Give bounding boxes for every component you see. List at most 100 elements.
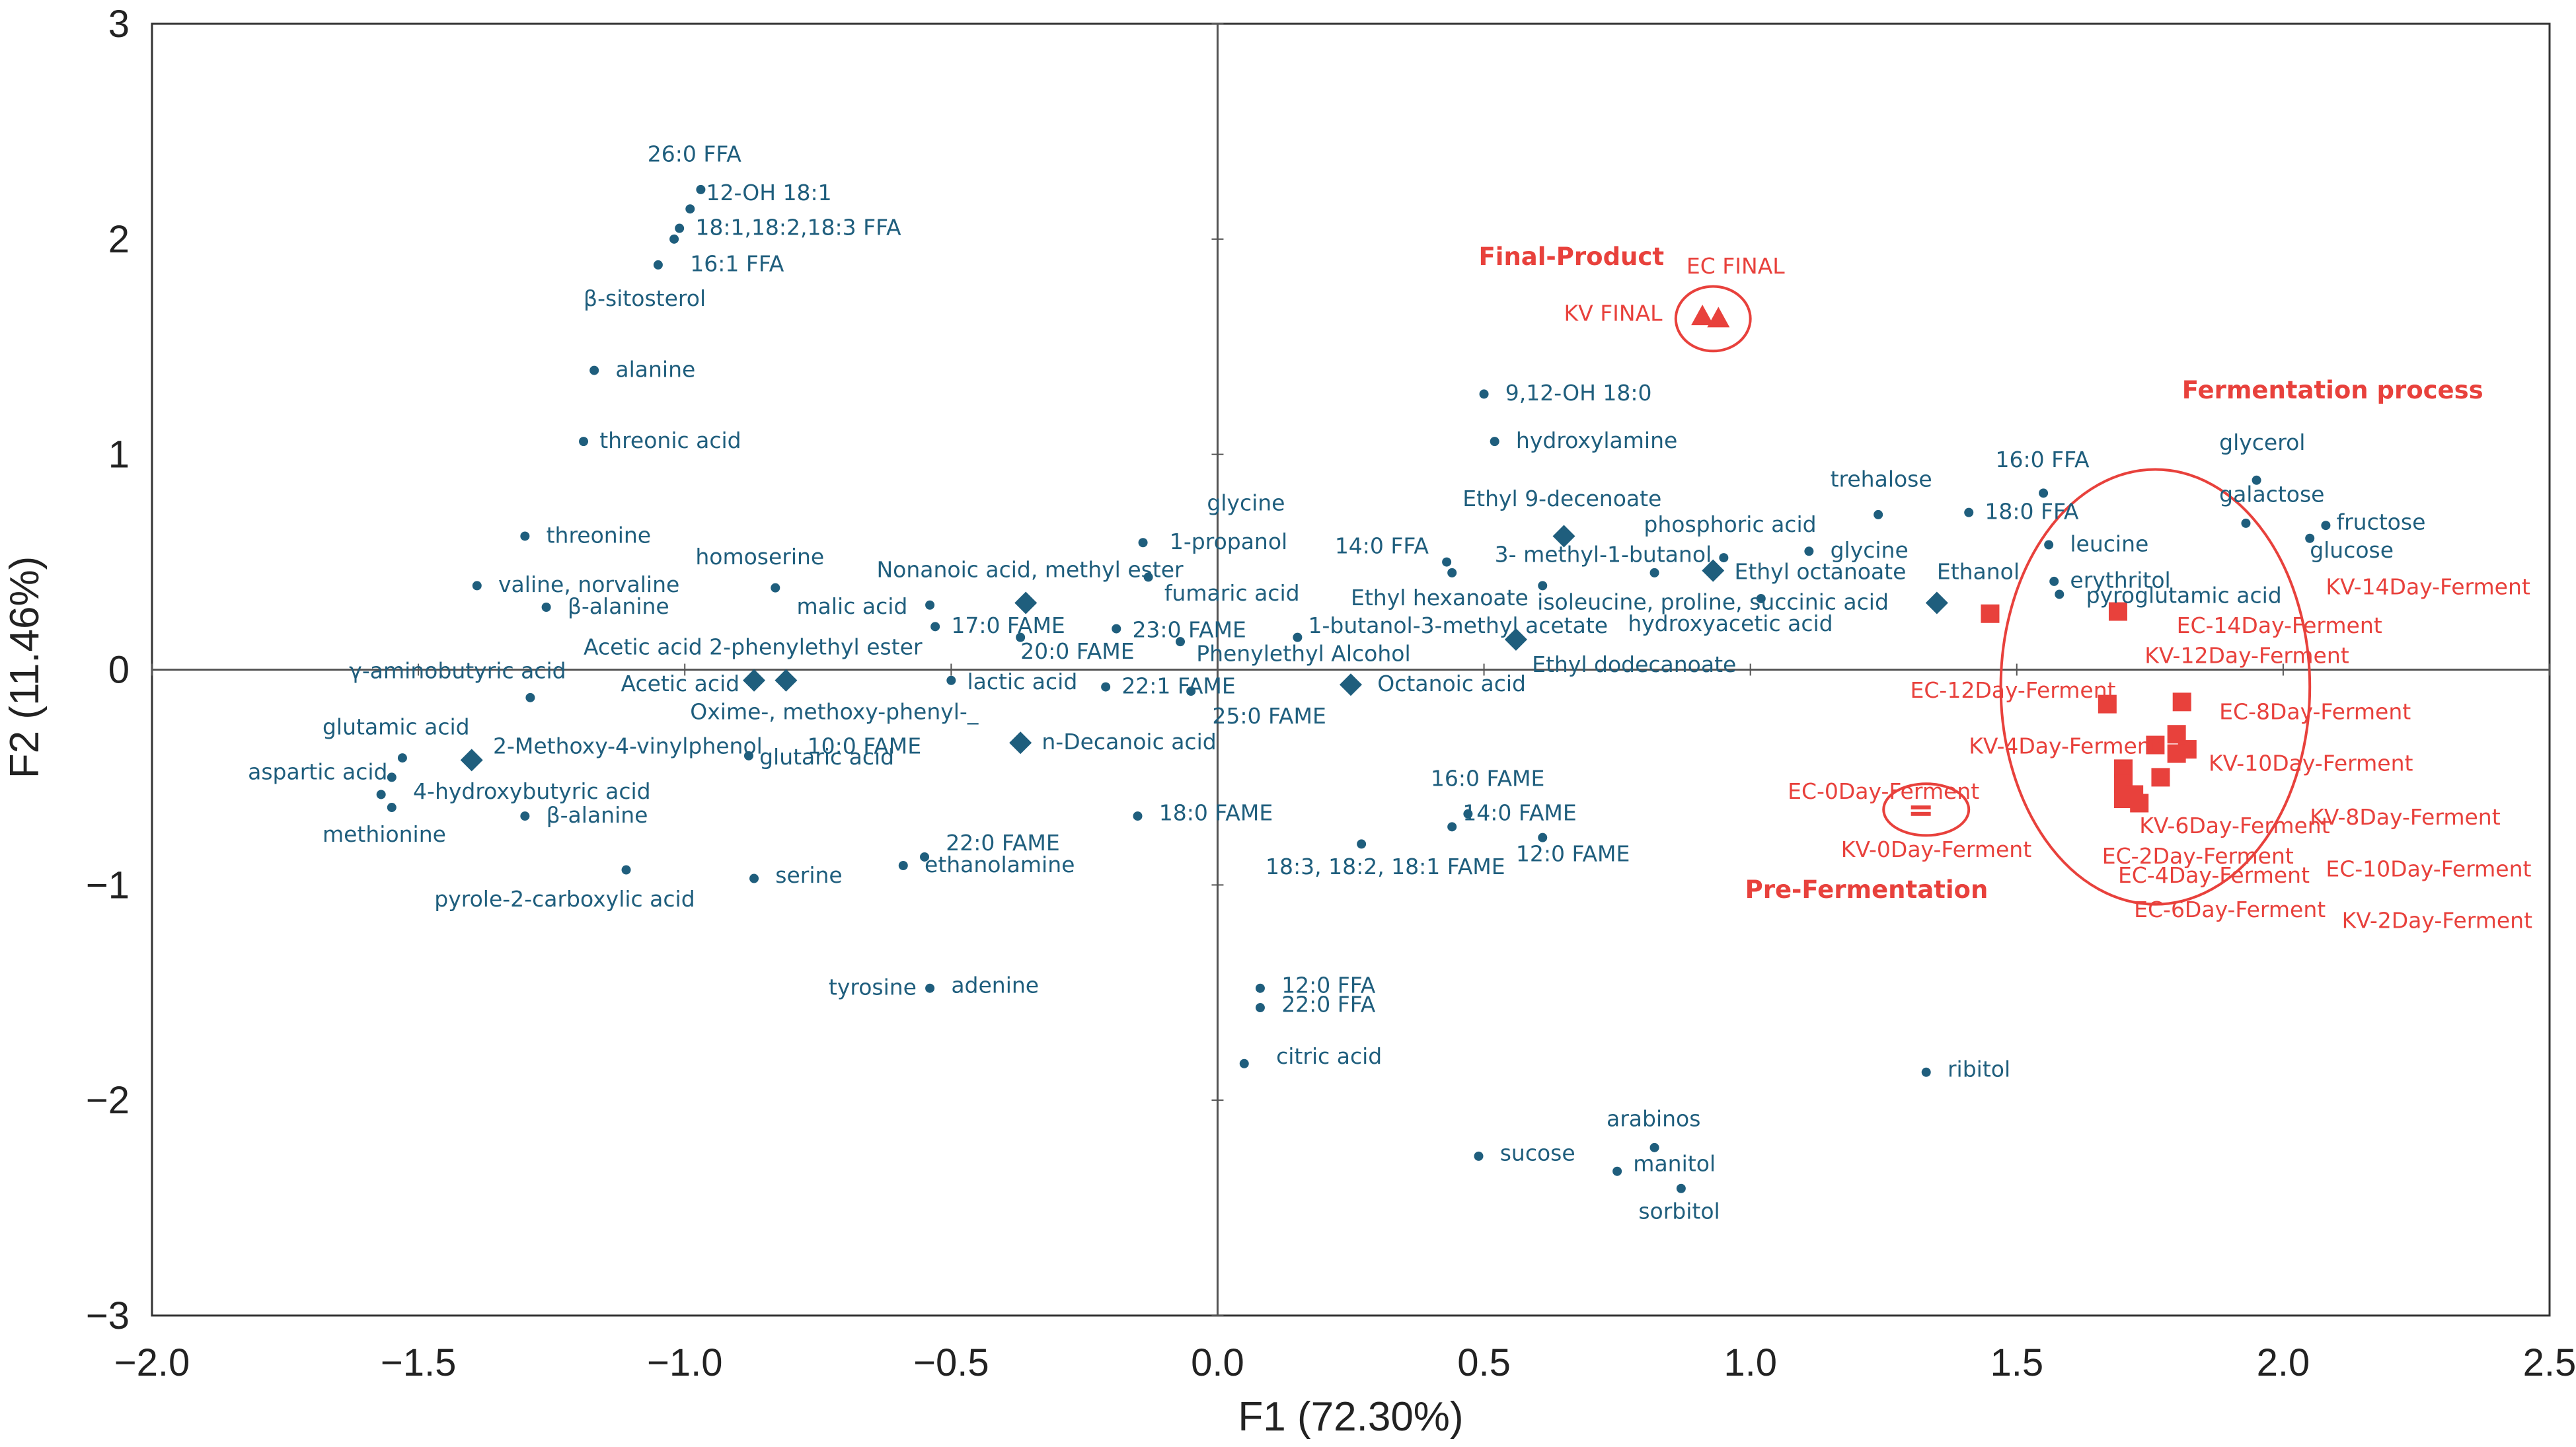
variable-diamond — [460, 749, 483, 772]
variable-point — [1016, 632, 1026, 642]
variable-label: tyrosine — [829, 975, 917, 1000]
x-tick-label: 0.0 — [1191, 1341, 1244, 1384]
variable-point — [1649, 1142, 1659, 1152]
variable-label: 12-OH 18:1 — [706, 180, 831, 205]
x-tick-label: −1.5 — [381, 1341, 457, 1384]
variable-label: glucose — [2310, 537, 2394, 563]
variable-point — [621, 865, 631, 875]
variable-point — [685, 204, 695, 214]
variable-point — [669, 234, 679, 244]
variable-label: trehalose — [1831, 466, 1932, 492]
variable-label: serine — [775, 862, 842, 888]
variable-point — [387, 772, 397, 782]
variable-points — [376, 184, 2331, 1193]
sample-label: EC-10Day-Ferment — [2326, 856, 2531, 881]
y-tick-label: 1 — [108, 433, 130, 476]
group-ellipse — [1674, 285, 1752, 353]
variable-point — [1357, 839, 1367, 849]
sample-points — [1691, 305, 2197, 816]
variable-label: 14:0 FFA — [1335, 533, 1429, 559]
variable-point — [589, 365, 599, 375]
sample-label: KV-6Day-Ferment — [2139, 813, 2330, 838]
variable-label: manitol — [1633, 1151, 1716, 1177]
group-ellipse — [1999, 468, 2312, 906]
variable-label: 22:1 FAME — [1121, 673, 1235, 698]
variable-diamond — [1702, 559, 1725, 582]
variable-label: ethanolamine — [925, 852, 1075, 877]
variable-point — [930, 622, 940, 632]
variable-point — [2039, 488, 2049, 498]
variable-point — [1255, 1003, 1265, 1013]
variable-point — [1463, 809, 1473, 819]
variable-point — [2321, 521, 2331, 531]
variable-point — [1649, 568, 1659, 577]
sample-dash — [1911, 811, 1931, 816]
variable-label: 18:0 FFA — [1985, 498, 2079, 524]
sample-label: EC-6Day-Ferment — [2134, 897, 2326, 922]
variable-point — [1804, 546, 1814, 556]
variable-label: 16:0 FAME — [1431, 765, 1544, 791]
variable-label: alanine — [615, 356, 695, 382]
variable-label: Phenylethyl Alcohol — [1196, 640, 1410, 666]
group-annotation: Final-Product — [1478, 242, 1664, 271]
variable-label: Oxime-, methoxy-phenyl-_ — [690, 698, 979, 724]
variable-label: adenine — [951, 972, 1039, 998]
variable-label: 9,12-OH 18:0 — [1505, 380, 1652, 406]
variable-label: threonine — [547, 522, 652, 548]
variable-label: fumaric acid — [1164, 580, 1300, 606]
variable-point — [1921, 1067, 1931, 1077]
y-tick-label: −1 — [86, 864, 130, 907]
variable-point — [541, 603, 551, 612]
sample-square — [2172, 692, 2191, 712]
variable-point — [1138, 538, 1148, 548]
x-tick-label: 1.5 — [1990, 1341, 2043, 1384]
sample-label: EC-2Day-Ferment — [2102, 843, 2294, 869]
variable-label: Ethyl dodecanoate — [1532, 651, 1736, 677]
sample-square — [2167, 744, 2186, 763]
variable-point — [898, 861, 908, 871]
group-annotations: Final-Product Fermentation process Pre-Fer… — [1478, 242, 2483, 904]
variable-diamond — [1340, 673, 1362, 696]
variable-label: hydroxylamine — [1516, 427, 1677, 453]
sample-label: KV-4Day-Ferment — [1969, 733, 2160, 759]
variable-point — [520, 531, 530, 541]
variable-point — [1143, 572, 1153, 582]
variable-label: glycine — [1831, 537, 1909, 563]
variable-point — [1676, 1183, 1686, 1193]
variable-point — [2252, 475, 2261, 485]
variable-point — [387, 803, 397, 813]
variable-point — [1447, 568, 1457, 577]
variable-label: ribitol — [1948, 1056, 2010, 1082]
variable-label: 23:0 FAME — [1132, 617, 1246, 643]
variable-label: homoserine — [695, 544, 824, 570]
variable-label: 16:1 FFA — [690, 251, 784, 277]
variable-label: Ethyl 9-decenoate — [1462, 486, 1661, 511]
variable-diamond — [1552, 525, 1575, 548]
x-axis-ticks: −2.0 −1.5 −1.0 −0.5 0.0 0.5 1.0 1.5 2.0 2.5 — [114, 1341, 2576, 1384]
variable-label: n-Decanoic acid — [1042, 729, 1216, 755]
variable-point — [1538, 833, 1548, 842]
variable-diamond — [775, 669, 798, 692]
variable-label: 1-propanol — [1170, 529, 1287, 554]
variable-label: Octanoic acid — [1377, 671, 1526, 696]
sample-square — [2108, 602, 2127, 621]
variable-label: 25:0 FAME — [1212, 703, 1326, 729]
variable-point — [743, 751, 753, 761]
variable-point — [1293, 632, 1303, 642]
variable-label: 16:0 FFA — [1996, 447, 2090, 472]
sample-triangle — [1691, 305, 1714, 326]
sample-dash — [1911, 805, 1931, 810]
sample-label: KV-2Day-Ferment — [2342, 908, 2533, 934]
variable-label: glycine — [1207, 490, 1285, 515]
variable-label: glycerol — [2219, 429, 2305, 455]
sample-label: EC-0Day-Ferment — [1788, 778, 1979, 804]
variable-label: glutamic acid — [322, 714, 470, 739]
variable-point — [653, 260, 663, 270]
variable-label: 18:1,18:2,18:3 FFA — [695, 214, 901, 240]
variable-point — [1612, 1166, 1622, 1176]
sample-label: EC-12Day-Ferment — [1911, 677, 2116, 703]
variable-label: erythritol — [2070, 568, 2170, 593]
variable-label: glutaric acid — [759, 744, 894, 770]
y-tick-label: 3 — [108, 3, 130, 46]
x-tick-label: 2.0 — [2257, 1341, 2310, 1384]
